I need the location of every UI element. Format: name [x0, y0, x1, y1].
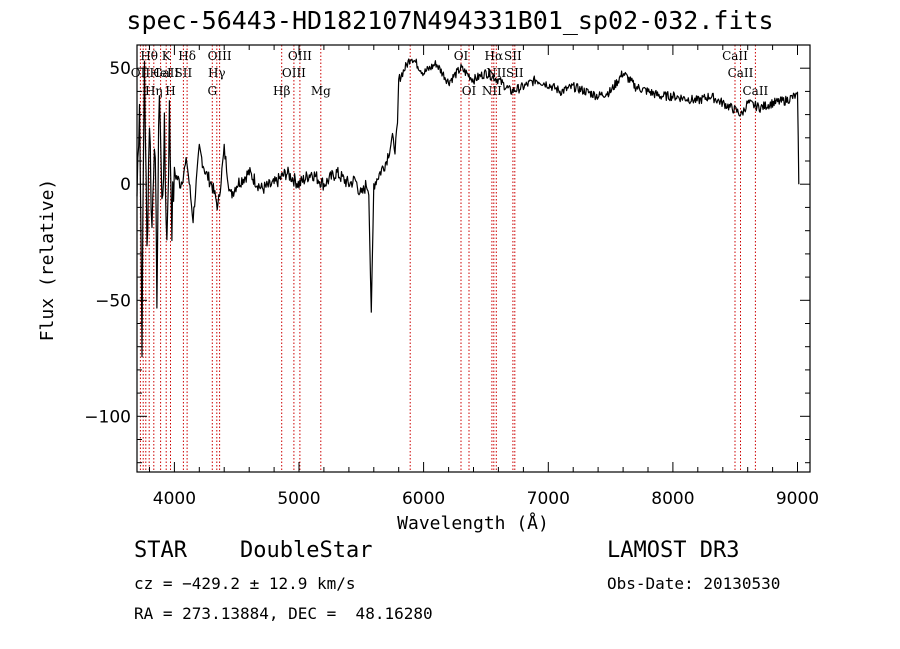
- x-tick-label: 7000: [527, 489, 570, 509]
- object-subclass: DoubleStar: [240, 538, 373, 563]
- spectral-line-label: SII: [175, 66, 193, 80]
- spectral-line-label: OIII: [288, 49, 312, 63]
- object-class: STAR: [134, 538, 187, 563]
- spectral-line-label: OIII: [208, 49, 232, 63]
- y-axis-ticks: 50 0 −50 −100: [84, 44, 810, 464]
- y-axis-label: Flux (relative): [37, 179, 58, 342]
- y-tick-label: 0: [120, 175, 131, 195]
- obs-date: Obs-Date: 20130530: [607, 574, 781, 593]
- spectral-line-markers: [139, 45, 756, 472]
- spectral-line-label: OIII: [282, 66, 306, 80]
- spectral-line-label: CaII: [728, 66, 754, 80]
- spectral-line-label: SII: [504, 49, 522, 63]
- x-tick-label: 4000: [153, 489, 196, 509]
- x-tick-label: 6000: [402, 489, 445, 509]
- spectral-line-label: NII: [482, 84, 502, 98]
- spectral-line-label: Hα: [485, 49, 504, 63]
- x-axis-ticks: 4000 5000 6000 7000 8000 9000: [149, 45, 819, 509]
- y-tick-label: 50: [109, 59, 131, 79]
- spectral-line-label: NII: [486, 66, 506, 80]
- spectral-line-label: SII: [506, 66, 524, 80]
- spectral-line-label: OI: [454, 49, 469, 63]
- spectral-line-label: H: [165, 84, 175, 98]
- redshift-cz: cz = −429.2 ± 12.9 km/s: [134, 574, 356, 593]
- spectral-line-label: Hη: [145, 84, 163, 98]
- x-tick-label: 9000: [776, 489, 819, 509]
- ra-dec: RA = 273.13884, DEC = 48.16280: [134, 604, 433, 623]
- spectral-line-label: CaII: [722, 49, 748, 63]
- spectral-line-label: Hθ: [140, 49, 158, 63]
- y-tick-label: −50: [95, 291, 131, 311]
- spectral-line-label: OII: [131, 66, 151, 80]
- spectrum-line: [136, 58, 800, 358]
- spectral-line-label: Hδ: [178, 49, 196, 63]
- spectral-line-label: K: [162, 49, 172, 63]
- x-tick-label: 8000: [651, 489, 694, 509]
- spectral-line-label: Hγ: [208, 66, 226, 80]
- plot-frame: [136, 44, 811, 473]
- spectral-line-label: CaII: [742, 84, 768, 98]
- spectral-line-label: Hβ: [273, 84, 290, 98]
- spectral-line-label: OI: [462, 84, 477, 98]
- survey-name: LAMOST DR3: [607, 538, 740, 563]
- chart-title: spec-56443-HD182107N494331B01_sp02-032.f…: [126, 6, 774, 35]
- x-tick-label: 5000: [277, 489, 320, 509]
- spectral-line-label: CaII: [153, 66, 179, 80]
- spectral-line-label: G: [208, 84, 218, 98]
- spectral-line-label: Mg: [311, 84, 331, 98]
- spectral-line-label: HeI: [149, 66, 172, 80]
- x-axis-label: Wavelength (Å): [397, 512, 549, 534]
- y-tick-label: −100: [84, 407, 131, 427]
